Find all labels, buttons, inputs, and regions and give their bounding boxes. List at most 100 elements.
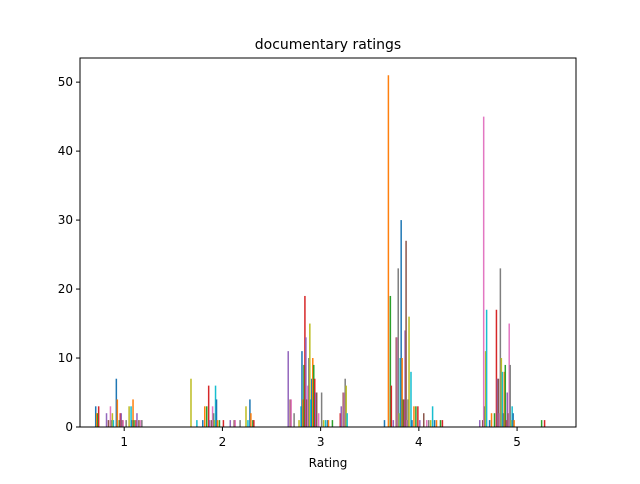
chart-bar xyxy=(95,413,98,427)
chart-bar xyxy=(503,371,506,427)
chart-bar xyxy=(130,406,132,427)
bars-layer xyxy=(94,75,546,428)
chart-bar xyxy=(207,385,210,427)
chart-bar xyxy=(501,371,504,427)
chart-bar xyxy=(513,420,515,427)
chart-bar xyxy=(339,413,342,427)
chart-bar xyxy=(500,358,503,427)
chart-bar xyxy=(253,420,255,427)
chart-bar xyxy=(411,420,413,427)
chart-bar xyxy=(121,420,123,427)
chart-bar xyxy=(202,420,204,427)
chart-bar xyxy=(497,378,500,427)
chart-bar xyxy=(135,420,137,427)
chart-bar xyxy=(499,268,502,427)
chart-bar xyxy=(504,364,507,427)
chart-bar xyxy=(311,378,313,427)
chart-bar xyxy=(315,392,318,427)
chart-bar xyxy=(115,378,118,427)
chart-bar xyxy=(433,420,436,427)
chart-bar xyxy=(97,406,100,427)
chart-bar xyxy=(408,316,410,427)
chart-bar xyxy=(105,413,108,427)
chart-bar xyxy=(399,358,401,427)
chart-bar xyxy=(303,364,305,427)
chart-bar xyxy=(136,413,138,427)
chart-bar xyxy=(483,406,486,427)
chart-bar xyxy=(304,295,306,427)
chart-bar xyxy=(423,413,425,427)
chart-bar xyxy=(398,413,400,427)
chart-bar xyxy=(210,420,213,427)
chart-bar xyxy=(252,420,254,427)
chart-bar xyxy=(289,399,291,427)
chart-bar xyxy=(495,309,498,427)
chart-bar xyxy=(203,406,206,427)
chart-bar xyxy=(287,351,289,427)
chart-bar xyxy=(312,358,314,427)
chart-bar xyxy=(506,392,508,427)
chart-bar xyxy=(215,399,218,427)
chart-bar xyxy=(111,413,114,427)
chart-bar xyxy=(322,420,325,427)
x-tick-label: 4 xyxy=(415,435,423,449)
chart-bar xyxy=(302,399,304,427)
y-tick-label: 50 xyxy=(58,75,73,89)
chart-bar xyxy=(118,420,121,427)
chart-bar xyxy=(112,420,115,427)
chart-bar xyxy=(488,420,491,427)
chart-bar xyxy=(313,378,316,427)
chart-bar xyxy=(540,420,543,427)
chart-bar xyxy=(413,406,415,427)
chart-bar xyxy=(234,420,236,427)
chart-bar xyxy=(212,413,215,427)
chart-bar xyxy=(397,268,399,427)
chart-bar xyxy=(208,420,211,427)
chart-bar xyxy=(141,420,143,427)
chart-bar xyxy=(343,392,345,427)
chart-bar xyxy=(482,116,485,427)
chart-bar xyxy=(507,413,509,427)
chart-bar xyxy=(441,420,444,427)
chart-bar xyxy=(324,420,327,427)
chart-bar xyxy=(346,413,348,427)
chart-bar xyxy=(128,406,130,427)
chart-bar xyxy=(498,413,501,427)
chart-bar xyxy=(344,378,346,427)
chart-bar xyxy=(505,420,508,427)
chart-bar xyxy=(247,420,249,427)
chart-bar xyxy=(427,420,430,427)
y-axis: 0 10 20 30 40 50 xyxy=(58,75,80,434)
chart-bar xyxy=(306,399,308,427)
chart-bar xyxy=(216,420,219,427)
chart-bar xyxy=(131,420,133,427)
chart-bar xyxy=(435,420,438,427)
chart-bar xyxy=(298,420,300,427)
chart-bar xyxy=(402,399,404,427)
chart-bar xyxy=(218,420,221,427)
chart-bar xyxy=(404,330,406,427)
x-tick-label: 1 xyxy=(120,435,128,449)
chart-bar xyxy=(425,420,428,427)
chart-bar xyxy=(389,295,392,427)
chart-bar xyxy=(110,420,113,427)
chart-bar xyxy=(310,399,312,427)
chart-bar xyxy=(233,420,235,427)
chart-bar xyxy=(407,399,409,427)
chart-bar xyxy=(120,413,122,427)
chart-bar xyxy=(245,406,247,427)
chart-bar xyxy=(331,420,334,427)
chart-bar xyxy=(107,420,110,427)
chart-bar xyxy=(307,385,309,427)
chart-bar xyxy=(239,420,241,427)
chart-bar xyxy=(511,406,513,427)
chart-bar xyxy=(313,364,315,427)
chart-bar xyxy=(401,358,403,427)
chart-bar xyxy=(439,420,442,427)
chart-bar xyxy=(309,323,311,427)
chart-bar xyxy=(405,240,407,427)
chart-bar xyxy=(383,420,386,427)
chart-bar xyxy=(485,309,488,427)
chart-bar xyxy=(415,406,417,427)
